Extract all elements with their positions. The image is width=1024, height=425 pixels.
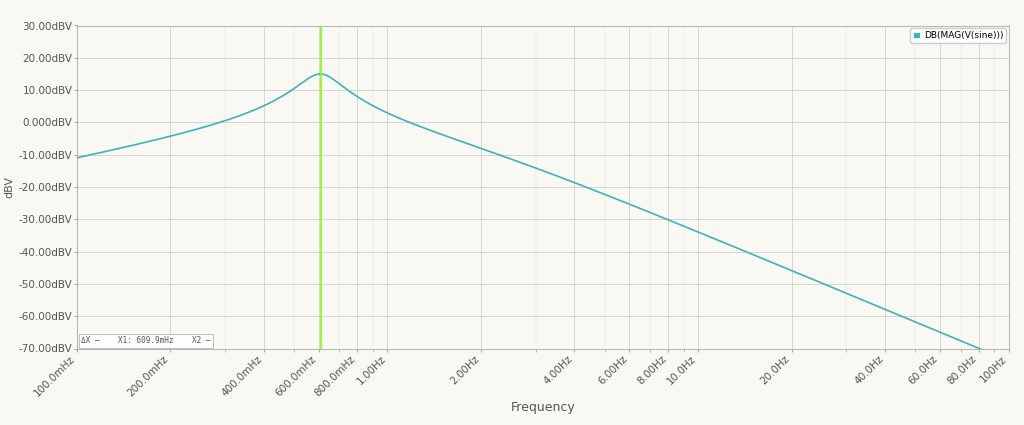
X-axis label: Frequency: Frequency: [510, 401, 575, 414]
Y-axis label: dBV: dBV: [5, 176, 14, 198]
Text: ΔX —    X1: 609.9mHz    X2 —: ΔX — X1: 609.9mHz X2 —: [82, 336, 211, 345]
Legend: DB(MAG(V(sine))): DB(MAG(V(sine))): [910, 28, 1006, 42]
